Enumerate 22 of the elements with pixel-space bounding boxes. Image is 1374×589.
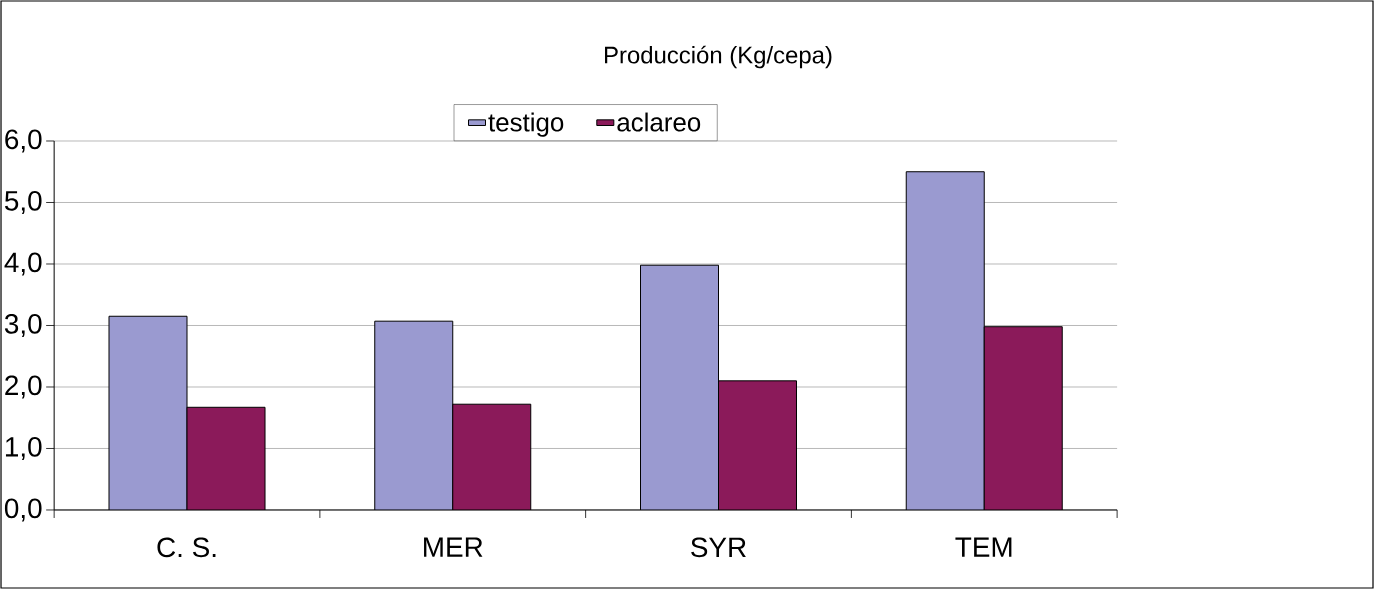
bar	[983, 326, 1063, 510]
y-tick-label: 4,0	[4, 252, 42, 276]
x-tick-label: TEM	[955, 537, 1012, 557]
x-tick-label: SYR	[691, 537, 746, 558]
y-tick-label: 3,0	[4, 313, 42, 337]
legend-label: aclareo	[617, 112, 701, 132]
bar	[640, 265, 719, 510]
y-tick-label: 1,0	[5, 436, 42, 460]
x-tick-label: MER	[424, 537, 483, 557]
x-tick-label: C. S.	[157, 537, 216, 558]
y-tick-label: 2,0	[5, 375, 42, 399]
bar	[374, 321, 453, 510]
legend-label: testigo	[488, 112, 564, 137]
bar	[452, 404, 531, 510]
chart-title: Producción (Kg/cepa)	[605, 45, 832, 69]
y-tick-label: 0,0	[4, 498, 42, 522]
bar	[905, 171, 985, 510]
bar	[109, 316, 188, 510]
bar	[187, 407, 266, 510]
bar	[718, 380, 797, 510]
y-tick-label: 6,0	[5, 129, 42, 153]
y-tick-label: 5,0	[4, 190, 42, 215]
